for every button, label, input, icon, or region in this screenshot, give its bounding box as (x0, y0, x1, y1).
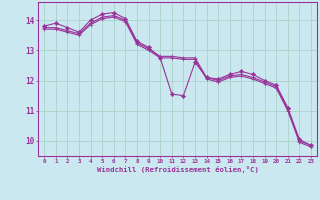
X-axis label: Windchill (Refroidissement éolien,°C): Windchill (Refroidissement éolien,°C) (97, 166, 259, 173)
